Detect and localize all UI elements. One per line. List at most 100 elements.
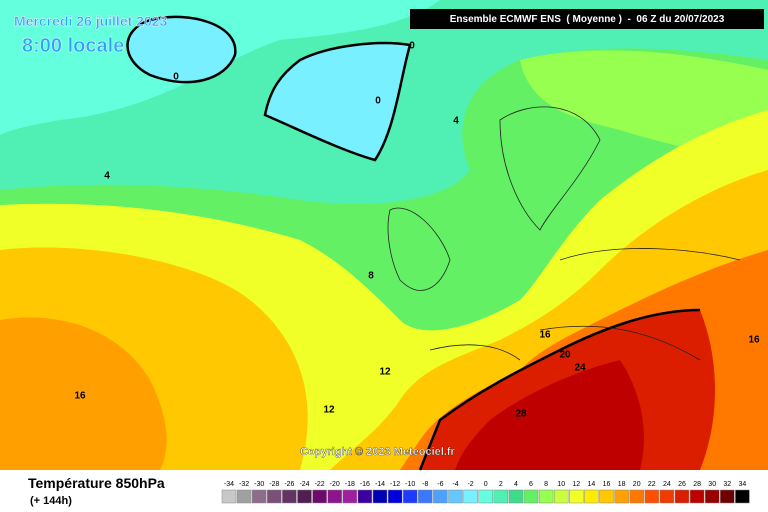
scale-swatch xyxy=(614,489,629,504)
scale-label: -32 xyxy=(239,481,249,488)
scale-swatch xyxy=(221,489,237,504)
scale-label: -6 xyxy=(437,481,443,488)
scale-swatch xyxy=(689,489,705,504)
contour-0-b xyxy=(263,41,412,162)
scale-label: -8 xyxy=(422,481,428,488)
scale-label: 24 xyxy=(663,481,671,488)
model-label: Ensemble ECMWF ENS ( Moyenne ) - 06 Z du… xyxy=(450,14,725,25)
contour-label: 0 xyxy=(409,41,415,52)
contour-label: 0 xyxy=(375,96,381,107)
scale-label: -28 xyxy=(269,481,279,488)
scale-swatch xyxy=(538,489,554,504)
scale-swatch xyxy=(629,489,644,504)
scale-swatch xyxy=(720,489,735,504)
scale-label: -4 xyxy=(452,481,458,488)
scale-swatch xyxy=(372,489,388,504)
scale-label: 16 xyxy=(603,481,611,488)
scale-label: -24 xyxy=(299,481,309,488)
scale-swatch xyxy=(463,489,478,504)
contour-label: 4 xyxy=(104,171,110,182)
scale-swatch xyxy=(357,489,373,504)
scale-swatch xyxy=(644,489,660,504)
scale-swatch xyxy=(674,489,690,504)
scale-label: -2 xyxy=(467,481,473,488)
scale-label: 0 xyxy=(484,481,488,488)
scale-swatch xyxy=(599,489,614,504)
color-scale: -34 -32 -30 -28 -26 -24 -22 -20 -18 -16 -14 -12 -10-… xyxy=(221,481,750,504)
scale-swatch xyxy=(659,489,675,504)
scale-label: 18 xyxy=(618,481,626,488)
scale-label: -34 xyxy=(224,481,234,488)
scale-label: 30 xyxy=(708,481,716,488)
scale-swatch xyxy=(735,489,750,504)
scale-swatch xyxy=(312,489,327,504)
scale-swatch xyxy=(387,489,403,504)
contour-label: 12 xyxy=(379,367,391,378)
contour-label: 28 xyxy=(515,409,527,420)
scale-swatch xyxy=(297,489,312,504)
scale-label: -14 xyxy=(375,481,385,488)
scale-swatch xyxy=(236,489,252,504)
copyright: Copyright © 2023 Meteociel.fr xyxy=(300,446,456,458)
scale-label: -22 xyxy=(315,481,325,488)
contour-0-a xyxy=(126,15,237,84)
scale-label: 14 xyxy=(588,481,596,488)
scale-swatch xyxy=(704,489,720,504)
scale-swatch xyxy=(418,489,433,504)
scale-swatch xyxy=(448,489,463,504)
scale-swatch xyxy=(282,489,297,504)
scale-label: 26 xyxy=(678,481,686,488)
contour-label: 16 xyxy=(74,391,86,402)
contour-label: 4 xyxy=(453,116,459,127)
scale-swatch xyxy=(584,489,599,504)
map xyxy=(0,0,768,471)
date-label: Mercredi 26 juillet 2023 xyxy=(14,13,168,29)
scale-label: -20 xyxy=(330,481,340,488)
scale-swatch xyxy=(402,489,418,504)
scale-label: 6 xyxy=(529,481,533,488)
scale-label: -12 xyxy=(390,481,400,488)
scale-label: -30 xyxy=(254,481,264,488)
footer-subtitle: (+ 144h) xyxy=(30,495,72,507)
scale-swatch xyxy=(508,489,524,504)
scale-swatch xyxy=(569,489,584,504)
scale-label: 20 xyxy=(633,481,641,488)
zone-18-west xyxy=(0,317,167,470)
contour-label: 0 xyxy=(173,72,179,83)
scale-label: -26 xyxy=(284,481,294,488)
model-banner xyxy=(410,9,764,29)
scale-swatch xyxy=(342,489,358,504)
scale-label: -16 xyxy=(360,481,370,488)
scale-label: 8 xyxy=(544,481,548,488)
scale-label: 22 xyxy=(648,481,656,488)
scale-swatch xyxy=(433,489,448,504)
contour-label: 20 xyxy=(559,350,571,361)
zone-0 xyxy=(0,0,440,135)
scale-label: -18 xyxy=(345,481,355,488)
contour-label: 24 xyxy=(574,363,586,374)
time-label: 8:00 locale xyxy=(22,35,124,57)
scale-label: 2 xyxy=(499,481,503,488)
scale-swatch xyxy=(478,489,493,504)
scale-label: 34 xyxy=(739,481,747,488)
scale-swatch xyxy=(251,489,267,504)
scale-swatch xyxy=(267,489,282,504)
scale-label: 32 xyxy=(723,481,731,488)
scale-swatch xyxy=(523,489,539,504)
contour-label: 12 xyxy=(323,405,335,416)
scale-swatch xyxy=(327,489,342,504)
scale-label: -10 xyxy=(405,481,415,488)
scale-swatch xyxy=(553,489,569,504)
scale-label: 28 xyxy=(693,481,701,488)
scale-swatch xyxy=(493,489,509,504)
scale-label: 12 xyxy=(572,481,580,488)
contour-label: 8 xyxy=(368,271,374,282)
scale-label: 4 xyxy=(514,481,518,488)
zone-28 xyxy=(455,360,644,470)
contour-24 xyxy=(418,308,701,471)
contour-label: 16 xyxy=(539,330,551,341)
footer-title: Température 850hPa xyxy=(28,475,165,491)
coastlines xyxy=(387,106,741,361)
